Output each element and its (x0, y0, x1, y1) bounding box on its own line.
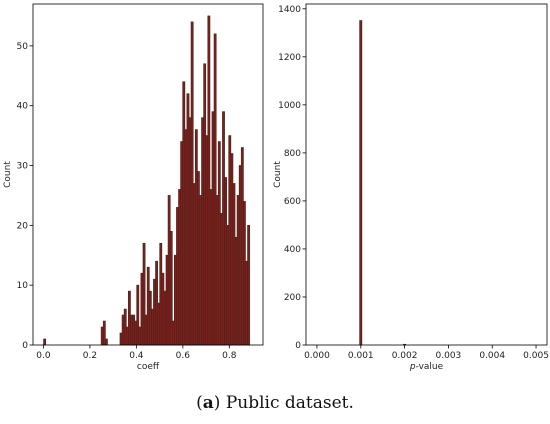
p-value-axes-frame (305, 3, 548, 346)
p-value-y-tick-label: 0 (295, 341, 301, 351)
coeff-x-axis-label: coeff (137, 362, 160, 372)
p-value-y-tick-label: 600 (284, 197, 301, 207)
p-value-x-tick-label: 0.004 (479, 351, 505, 361)
p-value-histogram-panel: 0.000 0.001 0.002 0.003 0.004 0.005 0 200 400 600… (273, 3, 549, 372)
p-value-y-tick-label: 1200 (278, 53, 301, 63)
coeff-y-tick-label: 10 (17, 281, 29, 291)
coeff-x-tick-label: 0.2 (83, 351, 97, 361)
p-value-x-tick-label: 0.001 (348, 351, 374, 361)
coeff-y-tick-label: 30 (17, 162, 29, 172)
caption-letter: a (202, 393, 214, 413)
coeff-y-axis-label: Count (3, 161, 13, 188)
coeff-x-tick-label: 0.6 (176, 351, 191, 361)
coeff-axes-frame (32, 3, 264, 346)
p-value-y-axis-label: Count (273, 161, 283, 188)
p-value-x-tick-label: 0.000 (304, 351, 330, 361)
p-value-histogram-bar (359, 20, 363, 346)
p-value-x-tick-label: 0.005 (523, 351, 549, 361)
p-value-x-tick-label: 0.003 (436, 351, 462, 361)
coeff-x-tick-label: 0.0 (36, 351, 51, 361)
coeff-y-tick-label: 50 (17, 42, 29, 52)
caption-text: Public dataset. (225, 393, 354, 413)
figure-caption: (a) Public dataset. (196, 393, 354, 413)
p-value-y-tick-label: 800 (284, 149, 301, 159)
coeff-histogram-panel: 0.0 0.2 0.4 0.6 0.8 0 10 20 30 40 50 coeff Count (3, 3, 264, 372)
coeff-y-tick-label: 20 (17, 221, 29, 231)
coeff-x-tick-label: 0.8 (222, 351, 237, 361)
p-value-y-tick-label: 1400 (278, 5, 301, 15)
coeff-y-tick-label: 0 (22, 341, 28, 351)
coeff-histogram-bar (43, 338, 47, 346)
coeff-y-tick-label: 40 (17, 102, 29, 112)
p-value-y-tick-label: 400 (284, 245, 301, 255)
coeff-x-tick-label: 0.4 (129, 351, 144, 361)
coeff-histogram-bar (247, 225, 250, 346)
p-value-x-axis-label: p-value (409, 362, 444, 372)
coeff-histogram-bar (105, 338, 108, 346)
p-value-y-tick-label: 200 (284, 293, 301, 303)
p-value-y-tick-label: 1000 (278, 101, 301, 111)
p-value-x-tick-label: 0.002 (392, 351, 418, 361)
